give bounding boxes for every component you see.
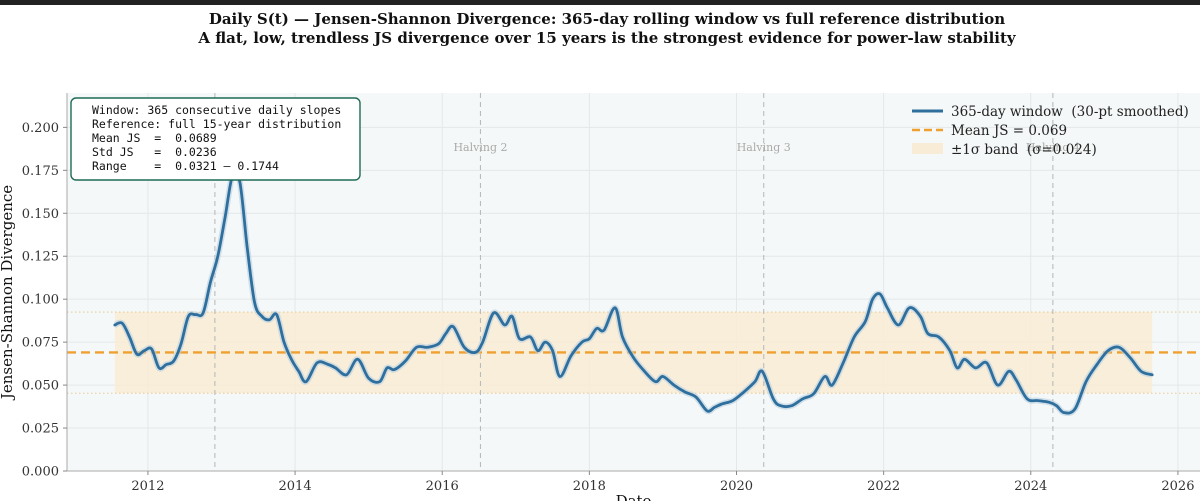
y-tick-label: 0.100 bbox=[22, 293, 59, 308]
y-tick-label: 0.175 bbox=[22, 164, 59, 179]
x-axis-label: Date bbox=[616, 492, 652, 501]
y-tick-label: 0.075 bbox=[22, 336, 59, 351]
y-tick-label: 0.125 bbox=[22, 250, 59, 265]
event-label: Halving 2 bbox=[453, 141, 507, 154]
x-tick-label: 2024 bbox=[1014, 479, 1047, 494]
x-tick-label: 2016 bbox=[426, 479, 459, 494]
stats-line-std: Std JS = 0.0236 bbox=[92, 145, 217, 159]
x-tick-label: 2012 bbox=[131, 479, 164, 494]
stats-line-window: Window: 365 consecutive daily slopes bbox=[92, 103, 341, 117]
stats-line-mean: Mean JS = 0.0689 bbox=[92, 131, 217, 145]
y-axis-label: Jensen-Shannon Divergence bbox=[0, 185, 16, 401]
x-tick-label: 2022 bbox=[867, 479, 900, 494]
legend-band-swatch bbox=[912, 143, 943, 154]
x-tick-label: 2020 bbox=[720, 479, 753, 494]
series-line bbox=[113, 170, 1154, 415]
event-label: Halving 4 bbox=[1026, 141, 1080, 154]
legend-mean-label: Mean JS = 0.069 bbox=[951, 123, 1067, 139]
x-tick-label: 2018 bbox=[573, 479, 606, 494]
legend: 365-day window (30-pt smoothed) Mean JS … bbox=[912, 104, 1189, 158]
window-top-bar bbox=[0, 0, 1200, 5]
y-tick-label: 0.150 bbox=[22, 207, 59, 222]
x-tick-label: 2014 bbox=[279, 479, 312, 494]
stats-box-frame bbox=[70, 97, 361, 181]
stats-box: Window: 365 consecutive daily slopes Ref… bbox=[70, 97, 361, 181]
stats-line-reference: Reference: full 15-year distribution bbox=[92, 117, 341, 131]
y-tick-label: 0.000 bbox=[22, 465, 59, 480]
legend-series-label: 365-day window (30-pt smoothed) bbox=[951, 104, 1189, 120]
x-ticks: 2012 2014 2016 2018 2020 2022 2024 2026 bbox=[131, 471, 1194, 494]
y-tick-label: 0.200 bbox=[22, 121, 59, 136]
y-ticks: 0.000 0.025 0.050 0.075 0.100 0.125 0.150 0.175… bbox=[22, 121, 67, 480]
x-tick-label: 2026 bbox=[1161, 479, 1194, 494]
y-tick-label: 0.050 bbox=[22, 379, 59, 394]
y-tick-label: 0.025 bbox=[22, 422, 59, 437]
event-lines: Halving 2 Halving 3 Halving 4 bbox=[214, 93, 1080, 471]
title-line-1: Daily S(t) — Jensen-Shannon Divergence: … bbox=[208, 10, 1006, 28]
legend-band-label: ±1σ band (σ=0.024) bbox=[951, 142, 1097, 158]
chart-title: Daily S(t) — Jensen-Shannon Divergence: … bbox=[0, 10, 1200, 48]
title-line-2: A flat, low, trendless JS divergence ove… bbox=[198, 29, 1016, 47]
axes bbox=[66, 93, 1200, 472]
event-label: Halving 3 bbox=[737, 141, 791, 154]
stats-line-range: Range = 0.0321 – 0.1744 bbox=[92, 159, 279, 173]
